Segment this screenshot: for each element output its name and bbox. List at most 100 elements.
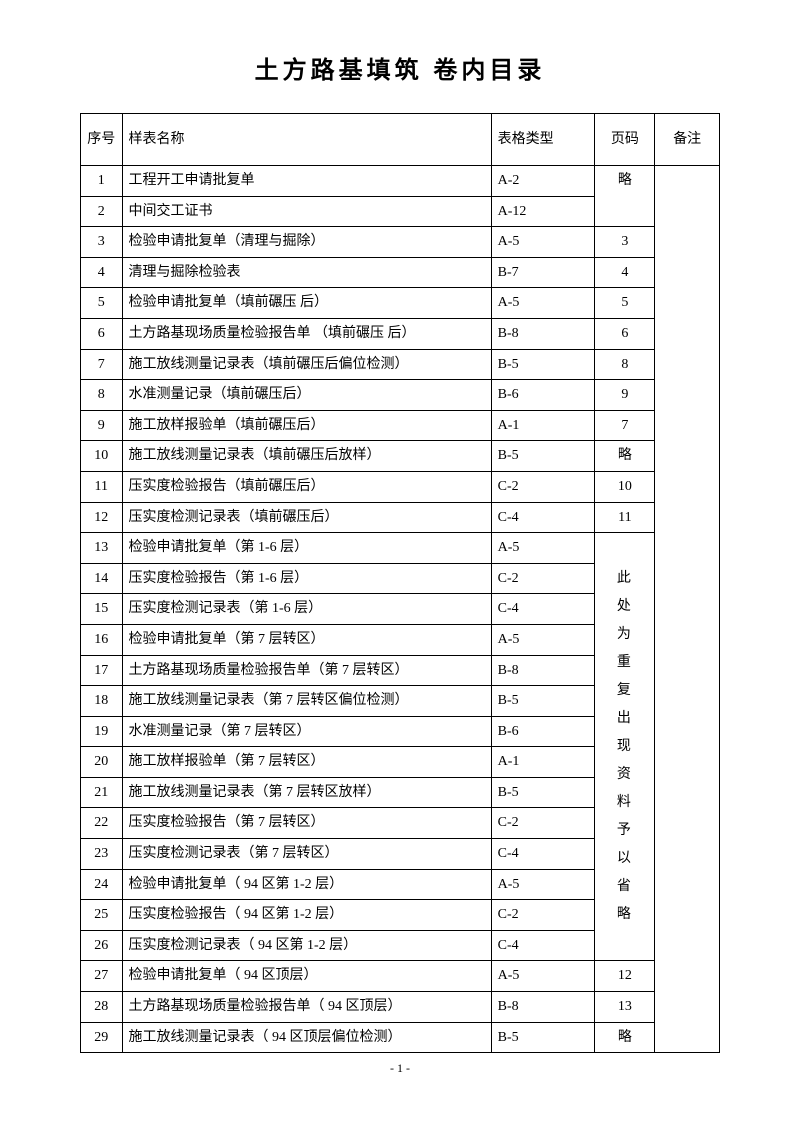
cell-page: 12 bbox=[595, 961, 655, 992]
table-row: 27 检验申请批复单（ 94 区顶层） A-5 12 bbox=[81, 961, 720, 992]
cell-seq: 19 bbox=[81, 716, 123, 747]
cell-seq: 6 bbox=[81, 318, 123, 349]
cell-type: B-5 bbox=[491, 1022, 595, 1053]
page-title: 土方路基填筑 卷内目录 bbox=[80, 50, 720, 85]
cell-seq: 20 bbox=[81, 747, 123, 778]
cell-type: C-4 bbox=[491, 594, 595, 625]
table-row: 13 检验申请批复单（第 1-6 层） A-5 此处为重复出现资料予以省略 bbox=[81, 533, 720, 564]
cell-page: 9 bbox=[595, 380, 655, 411]
table-row: 1 工程开工申请批复单 A-2 略 bbox=[81, 166, 720, 197]
table-header-row: 序号 样表名称 表格类型 页码 备注 bbox=[81, 114, 720, 166]
cell-type: C-4 bbox=[491, 930, 595, 961]
cell-page: 4 bbox=[595, 257, 655, 288]
header-seq: 序号 bbox=[81, 114, 123, 166]
cell-type: B-5 bbox=[491, 686, 595, 717]
cell-note-merged bbox=[655, 166, 720, 1053]
page-footer: - 1 - bbox=[80, 1061, 720, 1076]
cell-name: 施工放线测量记录表（第 7 层转区偏位检测） bbox=[122, 686, 491, 717]
cell-name: 施工放样报验单（填前碾压后） bbox=[122, 410, 491, 441]
cell-name: 土方路基现场质量检验报告单 （填前碾压 后） bbox=[122, 318, 491, 349]
cell-seq: 14 bbox=[81, 563, 123, 594]
table-row: 7 施工放线测量记录表（填前碾压后偏位检测） B-5 8 bbox=[81, 349, 720, 380]
cell-type: B-6 bbox=[491, 380, 595, 411]
table-row: 12 压实度检测记录表（填前碾压后） C-4 11 bbox=[81, 502, 720, 533]
cell-type: A-5 bbox=[491, 227, 595, 258]
cell-page: 6 bbox=[595, 318, 655, 349]
cell-seq: 26 bbox=[81, 930, 123, 961]
cell-type: A-1 bbox=[491, 747, 595, 778]
cell-name: 土方路基现场质量检验报告单（第 7 层转区） bbox=[122, 655, 491, 686]
cell-type: A-12 bbox=[491, 196, 595, 227]
cell-seq: 25 bbox=[81, 900, 123, 931]
cell-type: A-5 bbox=[491, 533, 595, 564]
cell-name: 检验申请批复单（ 94 区顶层） bbox=[122, 961, 491, 992]
cell-page: 7 bbox=[595, 410, 655, 441]
cell-name: 水准测量记录（第 7 层转区） bbox=[122, 716, 491, 747]
cell-seq: 27 bbox=[81, 961, 123, 992]
cell-type: A-2 bbox=[491, 166, 595, 197]
cell-name: 水准测量记录（填前碾压后） bbox=[122, 380, 491, 411]
cell-type: A-5 bbox=[491, 869, 595, 900]
cell-seq: 10 bbox=[81, 441, 123, 472]
table-row: 28 土方路基现场质量检验报告单（ 94 区顶层） B-8 13 bbox=[81, 992, 720, 1023]
header-note: 备注 bbox=[655, 114, 720, 166]
cell-page: 10 bbox=[595, 471, 655, 502]
cell-seq: 17 bbox=[81, 655, 123, 686]
cell-type: C-4 bbox=[491, 502, 595, 533]
cell-type: C-2 bbox=[491, 900, 595, 931]
cell-name: 压实度检测记录表（填前碾压后） bbox=[122, 502, 491, 533]
cell-seq: 18 bbox=[81, 686, 123, 717]
cell-type: A-5 bbox=[491, 961, 595, 992]
cell-page: 3 bbox=[595, 227, 655, 258]
cell-name: 检验申请批复单（第 1-6 层） bbox=[122, 533, 491, 564]
cell-name: 压实度检测记录表（第 7 层转区） bbox=[122, 839, 491, 870]
cell-name: 压实度检验报告（第 7 层转区） bbox=[122, 808, 491, 839]
cell-name: 工程开工申请批复单 bbox=[122, 166, 491, 197]
cell-name: 施工放线测量记录表（填前碾压后放样） bbox=[122, 441, 491, 472]
table-row: 9 施工放样报验单（填前碾压后） A-1 7 bbox=[81, 410, 720, 441]
cell-seq: 13 bbox=[81, 533, 123, 564]
cell-name: 压实度检测记录表（第 1-6 层） bbox=[122, 594, 491, 625]
cell-type: B-7 bbox=[491, 257, 595, 288]
cell-seq: 24 bbox=[81, 869, 123, 900]
cell-seq: 12 bbox=[81, 502, 123, 533]
cell-name: 检验申请批复单（填前碾压 后） bbox=[122, 288, 491, 319]
cell-type: A-5 bbox=[491, 288, 595, 319]
cell-page: 13 bbox=[595, 992, 655, 1023]
table-row: 4 清理与掘除检验表 B-7 4 bbox=[81, 257, 720, 288]
cell-page-merged: 略 bbox=[595, 166, 655, 227]
cell-name: 施工放样报验单（第 7 层转区） bbox=[122, 747, 491, 778]
cell-seq: 3 bbox=[81, 227, 123, 258]
header-page: 页码 bbox=[595, 114, 655, 166]
cell-page: 8 bbox=[595, 349, 655, 380]
cell-name: 检验申请批复单（清理与掘除） bbox=[122, 227, 491, 258]
cell-name: 施工放线测量记录表（填前碾压后偏位检测） bbox=[122, 349, 491, 380]
cell-seq: 22 bbox=[81, 808, 123, 839]
cell-name: 压实度检测记录表（ 94 区第 1-2 层） bbox=[122, 930, 491, 961]
cell-name: 施工放线测量记录表（ 94 区顶层偏位检测） bbox=[122, 1022, 491, 1053]
table-row: 11 压实度检验报告（填前碾压后） C-2 10 bbox=[81, 471, 720, 502]
cell-seq: 7 bbox=[81, 349, 123, 380]
cell-type: B-8 bbox=[491, 992, 595, 1023]
cell-seq: 9 bbox=[81, 410, 123, 441]
table-row: 6 土方路基现场质量检验报告单 （填前碾压 后） B-8 6 bbox=[81, 318, 720, 349]
cell-seq: 21 bbox=[81, 777, 123, 808]
cell-name: 施工放线测量记录表（第 7 层转区放样） bbox=[122, 777, 491, 808]
table-row: 10 施工放线测量记录表（填前碾压后放样） B-5 略 bbox=[81, 441, 720, 472]
cell-name: 中间交工证书 bbox=[122, 196, 491, 227]
cell-seq: 5 bbox=[81, 288, 123, 319]
cell-type: B-8 bbox=[491, 655, 595, 686]
cell-seq: 2 bbox=[81, 196, 123, 227]
cell-name: 土方路基现场质量检验报告单（ 94 区顶层） bbox=[122, 992, 491, 1023]
cell-type: C-4 bbox=[491, 839, 595, 870]
cell-name: 压实度检验报告（ 94 区第 1-2 层） bbox=[122, 900, 491, 931]
cell-type: B-5 bbox=[491, 777, 595, 808]
cell-name: 检验申请批复单（第 7 层转区） bbox=[122, 624, 491, 655]
toc-table: 序号 样表名称 表格类型 页码 备注 1 工程开工申请批复单 A-2 略 2 中… bbox=[80, 113, 720, 1053]
cell-seq: 23 bbox=[81, 839, 123, 870]
cell-page: 11 bbox=[595, 502, 655, 533]
cell-type: B-5 bbox=[491, 349, 595, 380]
cell-name: 压实度检验报告（第 1-6 层） bbox=[122, 563, 491, 594]
cell-type: C-2 bbox=[491, 471, 595, 502]
cell-name: 检验申请批复单（ 94 区第 1-2 层） bbox=[122, 869, 491, 900]
